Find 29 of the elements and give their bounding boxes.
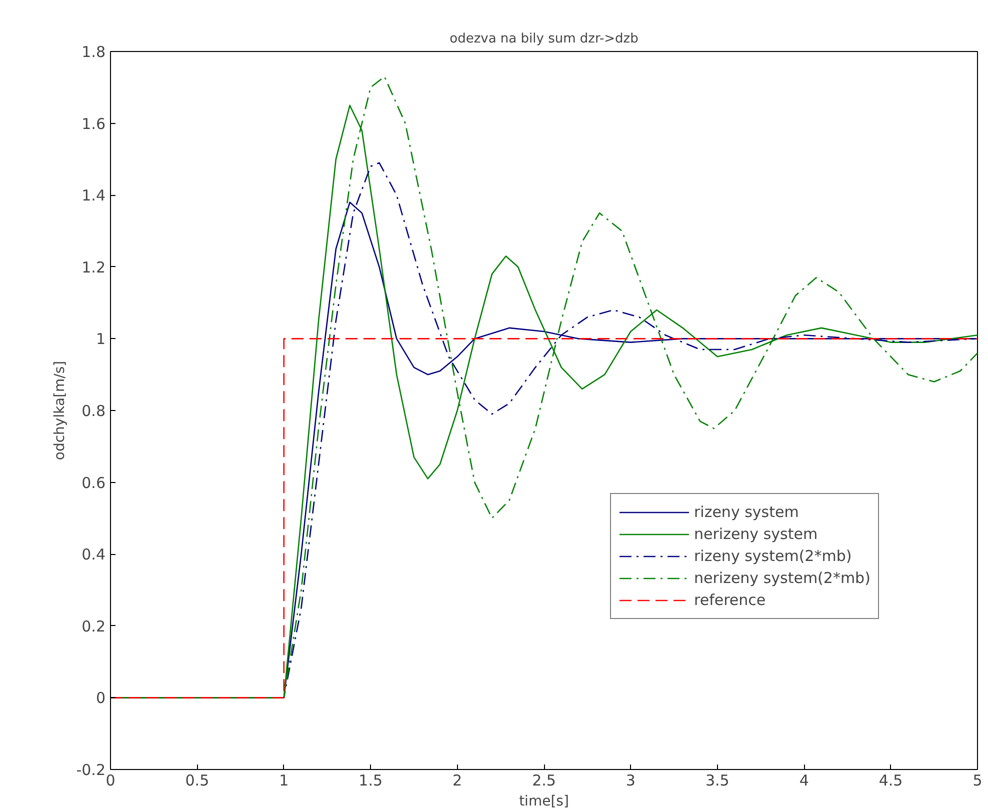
legend-label: nerizeny system xyxy=(694,525,818,543)
y-tick-label: 1.2 xyxy=(82,258,106,276)
y-tick-label: 0.6 xyxy=(82,474,106,492)
y-tick-label: 0.8 xyxy=(82,402,106,420)
x-tick-label: 0.5 xyxy=(185,772,210,790)
x-tick-label: 1 xyxy=(279,772,289,790)
x-tick-label: 1.5 xyxy=(358,772,383,790)
y-tick-label: 1.8 xyxy=(82,43,106,61)
x-tick-label: 2 xyxy=(452,772,462,790)
y-tick-label: -0.2 xyxy=(76,761,106,779)
x-tick-label: 3.5 xyxy=(705,772,730,790)
x-tick-label: 4 xyxy=(799,772,809,790)
y-tick-label: 0 xyxy=(96,689,106,708)
y-tick-label: 0.4 xyxy=(82,546,106,564)
x-tick-label: 2.5 xyxy=(532,772,556,790)
x-tick-label: 4.5 xyxy=(878,772,903,790)
legend-label: rizeny system(2*mb) xyxy=(694,547,852,565)
x-tick-label: 5 xyxy=(972,772,982,790)
x-axis-title: time[s] xyxy=(519,794,569,810)
legend-label: reference xyxy=(694,591,766,609)
chart-title: odezva na bily sum dzr->dzb xyxy=(450,32,638,46)
y-tick-label: 1.4 xyxy=(82,186,106,205)
y-tick-label: 1 xyxy=(96,330,106,348)
y-axis-title: odchylka[m/s] xyxy=(52,360,68,460)
legend-label: nerizeny system(2*mb) xyxy=(694,569,870,587)
y-tick-label: 1.6 xyxy=(82,114,106,133)
legend-label: rizeny system xyxy=(694,503,799,521)
x-tick-label: 3 xyxy=(626,772,636,790)
y-tick-label: 0.2 xyxy=(82,617,106,636)
